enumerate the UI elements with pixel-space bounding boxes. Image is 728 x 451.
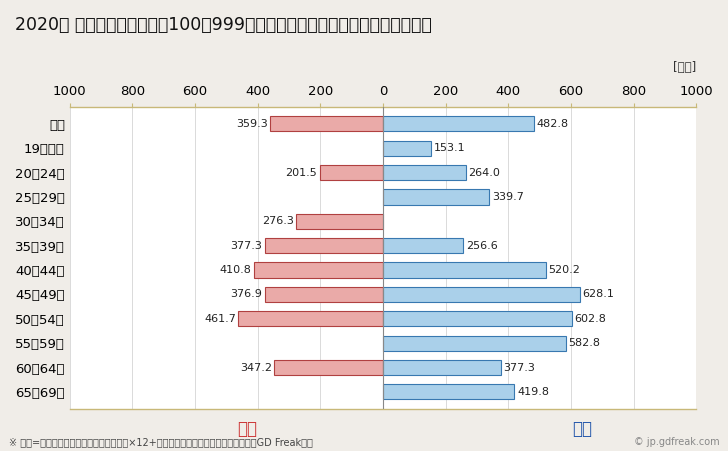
- Text: 359.3: 359.3: [236, 119, 268, 129]
- Bar: [383, 360, 501, 375]
- Text: © jp.gdfreak.com: © jp.gdfreak.com: [633, 437, 719, 447]
- Text: 461.7: 461.7: [204, 314, 236, 324]
- Text: 419.8: 419.8: [517, 387, 549, 397]
- Bar: [270, 116, 383, 131]
- Text: 女性: 女性: [237, 420, 258, 438]
- Text: 256.6: 256.6: [466, 241, 498, 251]
- Bar: [383, 116, 534, 131]
- Text: 377.3: 377.3: [230, 241, 262, 251]
- Bar: [265, 238, 383, 253]
- Text: 347.2: 347.2: [240, 363, 272, 373]
- Text: 376.9: 376.9: [231, 290, 262, 299]
- Bar: [383, 238, 463, 253]
- Text: 2020年 民間企業（従業者数100〜999人）フルタイム労働者の男女別平均年収: 2020年 民間企業（従業者数100〜999人）フルタイム労働者の男女別平均年収: [15, 16, 431, 34]
- Bar: [254, 262, 383, 278]
- Text: 582.8: 582.8: [568, 338, 600, 348]
- Text: 520.2: 520.2: [548, 265, 580, 275]
- Text: 339.7: 339.7: [492, 192, 523, 202]
- Text: 377.3: 377.3: [504, 363, 536, 373]
- Bar: [383, 189, 489, 204]
- Text: 602.8: 602.8: [574, 314, 606, 324]
- Bar: [296, 214, 383, 229]
- Bar: [265, 287, 383, 302]
- Text: 264.0: 264.0: [468, 168, 500, 178]
- Bar: [238, 311, 383, 327]
- Text: 276.3: 276.3: [262, 216, 294, 226]
- Bar: [274, 360, 383, 375]
- Text: 201.5: 201.5: [285, 168, 317, 178]
- Bar: [383, 262, 546, 278]
- Text: ※ 年収=「きまって支給する現金給与額」×12+「年間賞与その他特別給与額」としてGD Freak推計: ※ 年収=「きまって支給する現金給与額」×12+「年間賞与その他特別給与額」とし…: [9, 437, 312, 447]
- Text: 482.8: 482.8: [537, 119, 569, 129]
- Text: 男性: 男性: [572, 420, 593, 438]
- Bar: [383, 336, 566, 351]
- Bar: [320, 165, 383, 180]
- Bar: [383, 384, 515, 400]
- Text: 410.8: 410.8: [220, 265, 252, 275]
- Bar: [383, 287, 579, 302]
- Bar: [383, 311, 571, 327]
- Text: 153.1: 153.1: [433, 143, 465, 153]
- Bar: [383, 165, 466, 180]
- Text: 628.1: 628.1: [582, 290, 614, 299]
- Bar: [383, 141, 431, 156]
- Text: [万円]: [万円]: [673, 60, 696, 74]
